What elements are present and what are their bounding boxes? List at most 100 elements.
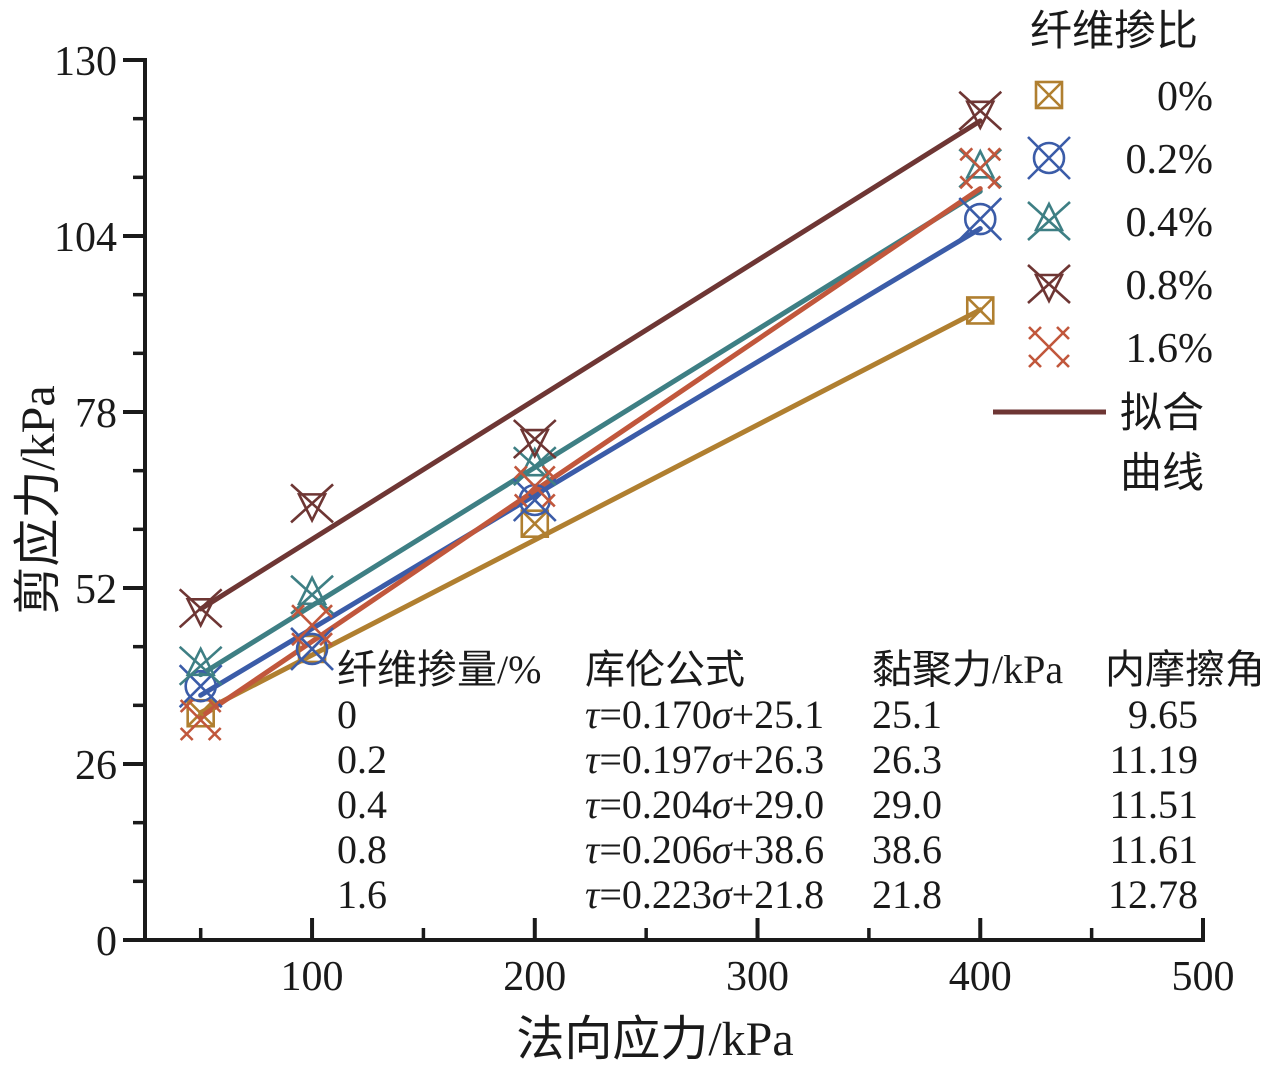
marker-square <box>965 296 995 325</box>
marker-cross <box>178 664 223 709</box>
legend-marker <box>1027 201 1071 241</box>
data-markers <box>178 90 1003 741</box>
marker-down-triangle <box>296 493 328 524</box>
marker-diamond <box>179 699 222 741</box>
marker-circle <box>184 669 217 703</box>
table-cell: 12.78 <box>1108 872 1198 917</box>
fit-lines <box>198 118 983 720</box>
legend-fit-label: 拟合 <box>1120 391 1204 437</box>
table-cell: 26.3 <box>872 737 942 782</box>
data-point <box>520 509 550 538</box>
marker-cross <box>512 478 557 522</box>
marker-cross <box>178 645 223 686</box>
marker-diamond <box>959 147 1002 190</box>
table-cell: 11.19 <box>1109 737 1198 782</box>
y-tick-label: 0 <box>96 919 117 965</box>
data-point <box>291 604 333 647</box>
marker-down-triangle <box>965 100 996 131</box>
coulomb-table: 纤维掺量/% 库伦公式 黏聚力/kPa 内摩擦角 0 τ=0.170σ+25.1 25.1 9… <box>337 647 1265 917</box>
data-point <box>290 483 334 524</box>
y-tick-label: 26 <box>75 743 117 789</box>
x-tick-label: 400 <box>949 954 1012 1000</box>
marker-cross <box>1027 136 1071 180</box>
table-cell: τ=0.197σ+26.3 <box>585 737 824 782</box>
marker-triangle <box>185 645 216 677</box>
data-point <box>290 627 334 671</box>
marker-triangle <box>965 148 996 179</box>
marker-square <box>520 509 550 538</box>
marker-circle <box>1032 141 1066 175</box>
x-tick-label: 500 <box>1172 954 1235 1000</box>
marker-cross <box>1027 201 1071 241</box>
data-point <box>959 147 1002 190</box>
marker-cross <box>290 574 334 615</box>
y-tick-label: 104 <box>54 215 117 261</box>
x-tick-label: 300 <box>726 954 789 1000</box>
marker-cross <box>290 627 334 671</box>
table-cell: 29.0 <box>872 782 942 827</box>
data-point <box>513 465 556 508</box>
marker-circle <box>295 632 329 666</box>
fit-line <box>198 118 983 612</box>
marker-triangle <box>1033 201 1065 232</box>
table-cell: 0.4 <box>337 782 387 827</box>
marker-cross <box>186 699 215 728</box>
table-cell: 11.51 <box>1109 782 1198 827</box>
legend-label: 0.4% <box>1126 200 1214 246</box>
marker-cross <box>966 296 995 325</box>
marker-cross <box>958 90 1003 131</box>
table-header: 库伦公式 <box>585 647 745 692</box>
marker-cross <box>1035 81 1063 109</box>
legend-marker <box>1027 136 1071 180</box>
marker-diamond <box>1028 326 1070 368</box>
y-tick-label: 52 <box>75 567 117 613</box>
table-cell: 25.1 <box>872 692 942 737</box>
data-point <box>958 197 1003 241</box>
legend-label: 0% <box>1157 74 1213 120</box>
y-tick-label: 78 <box>75 391 117 437</box>
x-tick-label: 200 <box>503 954 566 1000</box>
table-cell: 9.65 <box>1128 692 1198 737</box>
marker-triangle <box>296 574 328 606</box>
data-point <box>178 664 223 709</box>
table-cell: τ=0.223σ+21.8 <box>585 872 824 917</box>
legend-marker <box>1027 264 1071 304</box>
marker-square <box>297 634 327 664</box>
marker-diamond <box>291 604 333 647</box>
marker-square <box>1034 80 1064 110</box>
legend-marker <box>1028 326 1070 368</box>
marker-triangle <box>519 446 550 477</box>
table-cell: 0 <box>337 692 357 737</box>
fit-line <box>198 188 983 678</box>
data-point <box>965 296 995 325</box>
marker-down-triangle <box>185 598 216 629</box>
table-cell: 38.6 <box>872 827 942 872</box>
y-tick-label: 130 <box>54 39 117 85</box>
table-cell: 11.61 <box>1109 827 1198 872</box>
marker-cross <box>520 509 549 538</box>
data-point <box>178 645 223 686</box>
marker-cross <box>1027 264 1071 304</box>
table-header: 黏聚力/kPa <box>872 647 1063 692</box>
marker-cross <box>290 483 334 524</box>
data-point <box>512 419 557 460</box>
marker-cross <box>512 419 557 460</box>
table-cell: τ=0.206σ+38.6 <box>585 827 824 872</box>
x-axis-label: 法向应力/kPa <box>516 1013 793 1066</box>
marker-cross <box>178 588 223 629</box>
marker-down-triangle <box>1033 273 1065 304</box>
table-header: 纤维掺量/% <box>337 647 541 692</box>
data-point <box>178 588 223 629</box>
table-cell: 21.8 <box>872 872 942 917</box>
table-cell: 0.2 <box>337 737 387 782</box>
data-point <box>179 699 222 741</box>
fit-line <box>198 186 983 720</box>
legend-label: 0.8% <box>1126 263 1214 309</box>
table-cell: 0.8 <box>337 827 387 872</box>
marker-cross <box>958 197 1003 241</box>
table-cell: 1.6 <box>337 872 387 917</box>
table-cell: τ=0.170σ+25.1 <box>585 692 824 737</box>
legend-fit-label: 曲线 <box>1120 451 1204 497</box>
